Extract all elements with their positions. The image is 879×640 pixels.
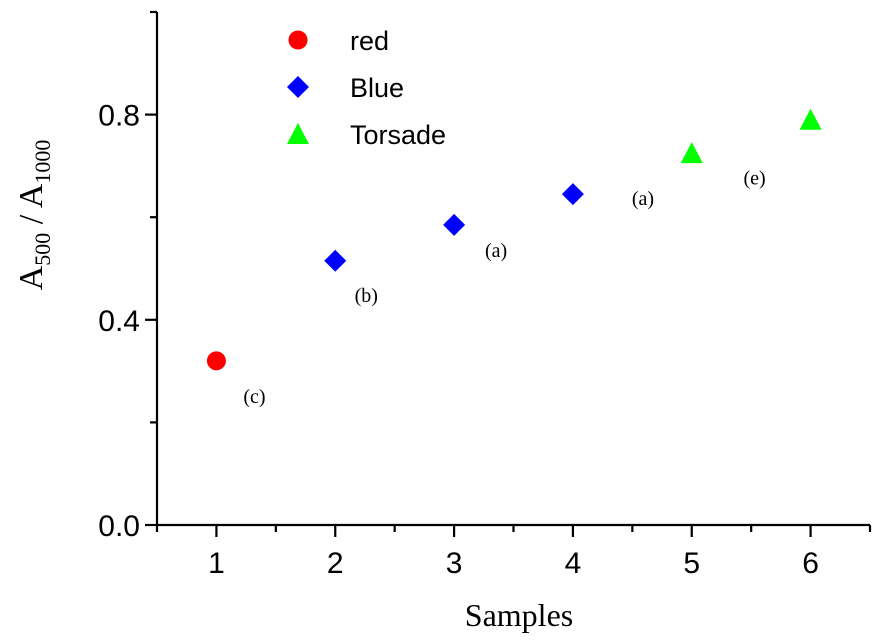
x-tick-label: 5 xyxy=(683,547,700,580)
data-point-diamond xyxy=(324,249,347,272)
legend: red Blue Torsade xyxy=(287,26,446,150)
y-axis-label-base-2: A xyxy=(13,183,50,208)
legend-marker-circle xyxy=(288,30,308,50)
x-tick-label: 6 xyxy=(802,547,819,580)
x-axis-label: Samples xyxy=(465,597,573,633)
point-annotation: (c) xyxy=(243,386,265,408)
legend-marker-diamond xyxy=(287,76,309,98)
legend-label: Blue xyxy=(350,73,404,103)
y-axis-label: A500 / A1000 xyxy=(13,140,55,291)
data-point-diamond xyxy=(561,183,584,206)
axes: 1 2 3 4 5 6 0.0 0.4 0.8 xyxy=(98,10,872,580)
legend-marker-triangle xyxy=(287,123,309,144)
y-axis-label-base-1: A xyxy=(13,265,50,290)
data-point-circle xyxy=(206,351,226,371)
x-tick-label: 1 xyxy=(208,547,225,580)
data-points xyxy=(206,108,822,371)
x-tick-label: 3 xyxy=(446,547,463,580)
x-tick-label: 4 xyxy=(565,547,582,580)
data-point-triangle xyxy=(799,108,822,130)
point-annotation: (e) xyxy=(743,168,765,190)
y-axis-label-separator: / xyxy=(13,208,50,233)
data-point-diamond xyxy=(443,213,466,236)
point-annotation: (a) xyxy=(485,240,507,262)
y-tick-label: 0.8 xyxy=(98,100,140,133)
point-annotation: (b) xyxy=(355,285,378,307)
y-axis-label-sub-1: 500 xyxy=(30,233,55,266)
y-axis-label-sub-2: 1000 xyxy=(30,140,55,184)
data-point-triangle xyxy=(680,142,703,164)
x-tick-label: 2 xyxy=(327,547,344,580)
legend-label: Torsade xyxy=(350,120,446,150)
point-annotation: (a) xyxy=(632,188,654,210)
y-tick-label: 0.0 xyxy=(98,510,140,543)
point-annotations: (c) (b) (a) (a) (e) xyxy=(243,168,765,408)
legend-label: red xyxy=(350,26,389,56)
y-tick-label: 0.4 xyxy=(98,305,140,338)
